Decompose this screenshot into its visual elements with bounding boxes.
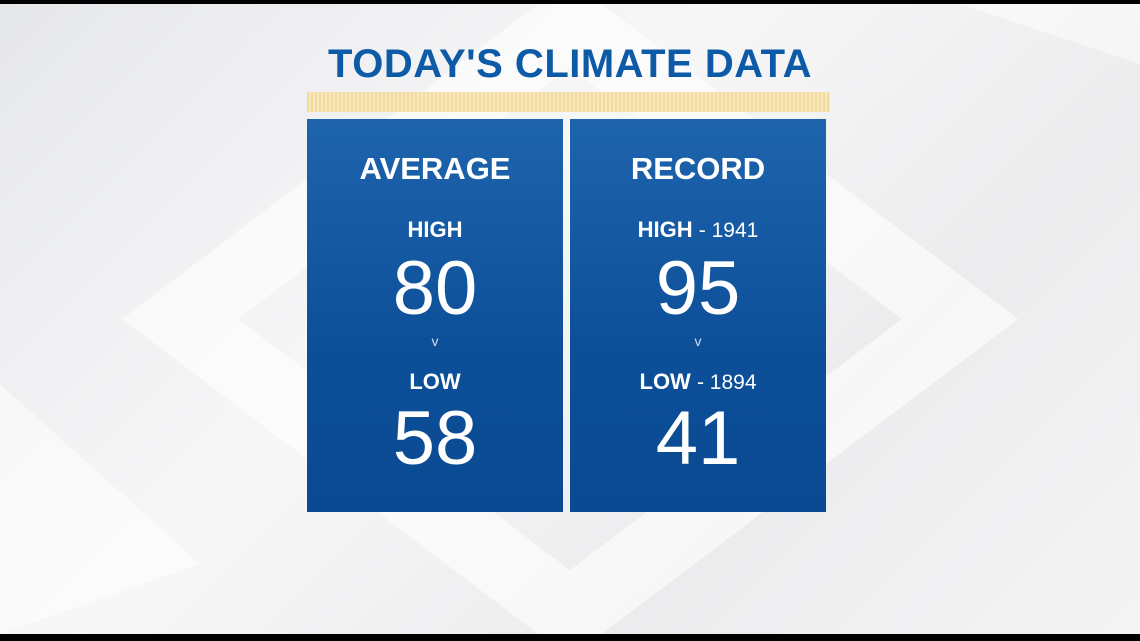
background-diamond bbox=[0, 384, 200, 634]
average-heading: AVERAGE bbox=[359, 151, 511, 186]
record-low-label: LOW bbox=[639, 369, 691, 394]
record-low-value: 41 bbox=[655, 396, 741, 481]
record-low-year: - 1894 bbox=[696, 371, 757, 394]
page-title: TODAY'S CLIMATE DATA bbox=[328, 42, 812, 86]
average-high-label: HIGH bbox=[407, 217, 463, 242]
average-high-value: 80 bbox=[392, 246, 478, 331]
average-low-value: 58 bbox=[392, 396, 478, 481]
record-high-label: HIGH bbox=[637, 217, 693, 242]
separator: v bbox=[431, 333, 439, 349]
record-heading: RECORD bbox=[630, 151, 766, 186]
average-panel: AVERAGE HIGH 80 v LOW 58 bbox=[307, 119, 563, 512]
background-diamond bbox=[960, 4, 1140, 64]
average-low-label: LOW bbox=[409, 369, 461, 394]
record-high-year: - 1941 bbox=[698, 219, 759, 242]
separator: v bbox=[694, 333, 702, 349]
title-underline-stripe bbox=[307, 92, 830, 112]
record-high-value: 95 bbox=[655, 246, 741, 331]
record-panel: RECORD HIGH - 1941 95 v LOW - 1894 41 bbox=[570, 119, 826, 512]
